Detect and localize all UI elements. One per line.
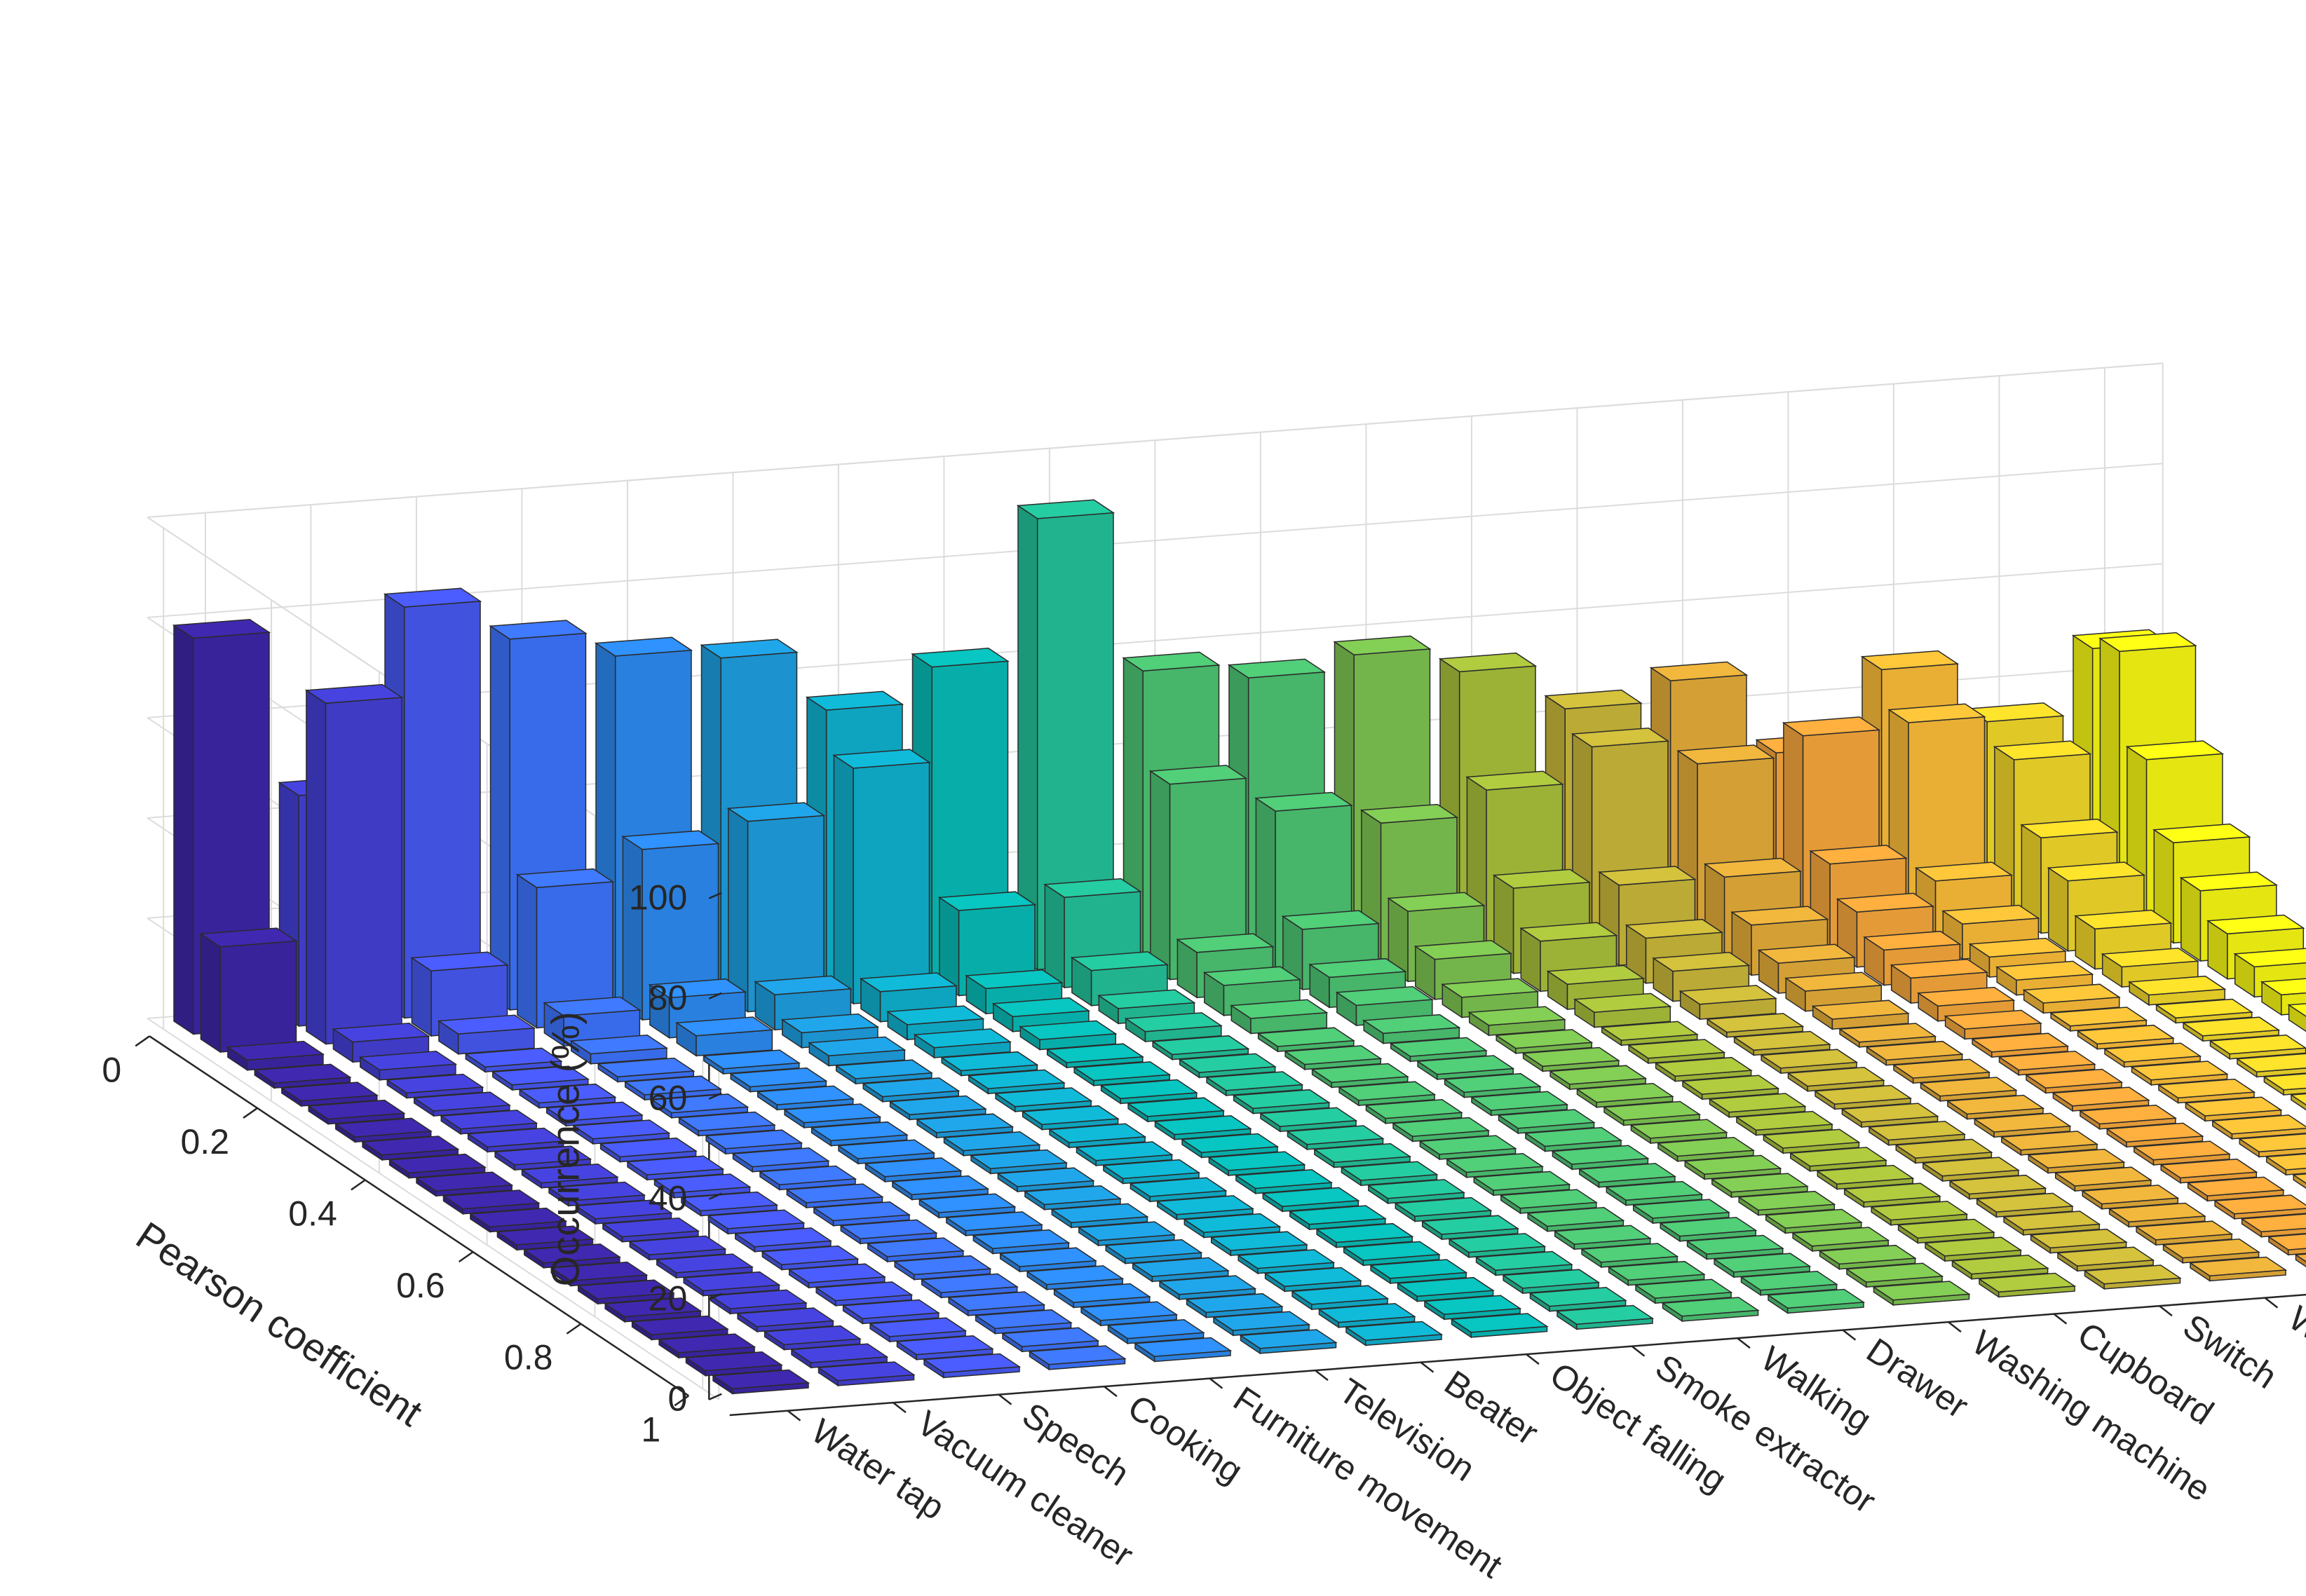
pearson-tick-mark xyxy=(351,1180,365,1190)
z-tick-label: 100 xyxy=(629,878,687,918)
category-tick-label: Cooking xyxy=(1121,1387,1250,1491)
bar xyxy=(1575,993,1670,1027)
pearson-tick-mark xyxy=(459,1252,473,1262)
category-tick-mark xyxy=(2159,1306,2172,1316)
bar-side-face xyxy=(2181,878,2201,961)
pearson-tick-label: 1 xyxy=(641,1410,660,1449)
bar xyxy=(834,749,929,1004)
z-tick-label: 80 xyxy=(649,978,688,1018)
category-tick-mark xyxy=(2265,1298,2277,1308)
bar-side-face xyxy=(728,808,748,1011)
bar-front-face xyxy=(220,941,296,1052)
bar-front-face xyxy=(853,763,929,1004)
bar xyxy=(677,1017,772,1056)
bar-side-face xyxy=(174,625,194,1034)
category-tick-mark xyxy=(1843,1330,1855,1340)
category-tick-mark xyxy=(2054,1314,2066,1324)
pearson-tick-label: 0.4 xyxy=(288,1194,337,1234)
bar xyxy=(201,928,296,1052)
bar-side-face xyxy=(201,934,220,1052)
category-tick-label: Window xyxy=(2281,1298,2306,1400)
pearson-axis-label: Pearson coefficient xyxy=(128,1213,430,1435)
bar xyxy=(439,1015,534,1053)
bar xyxy=(306,685,402,1044)
category-tick-mark xyxy=(893,1403,906,1412)
bar xyxy=(1231,1000,1327,1033)
bar-side-face xyxy=(517,875,537,1028)
z-tick-label: 40 xyxy=(649,1179,688,1218)
category-tick-mark xyxy=(1420,1363,1433,1372)
z-tick-label: 60 xyxy=(649,1079,688,1118)
bar-side-face xyxy=(623,837,642,1021)
category-tick-mark xyxy=(1948,1322,1961,1332)
category-tick-mark xyxy=(1315,1370,1328,1380)
category-tick-mark xyxy=(1104,1386,1117,1396)
pearson-tick-mark xyxy=(567,1324,581,1334)
bar-side-face xyxy=(412,958,431,1036)
pearson-tick-mark xyxy=(243,1108,257,1118)
category-tick-mark xyxy=(1526,1354,1539,1364)
category-tick-mark xyxy=(787,1411,800,1421)
z-tick-label: 20 xyxy=(649,1279,688,1318)
bar-front-face xyxy=(326,697,402,1044)
category-tick-label: Drawer xyxy=(1859,1330,1975,1426)
pearson-tick-mark xyxy=(135,1036,149,1046)
bar-side-face xyxy=(306,690,326,1044)
pearson-tick-label: 0.8 xyxy=(504,1338,553,1377)
bar xyxy=(1681,985,1776,1019)
bar-side-face xyxy=(491,626,510,1010)
pearson-tick-label: 0.6 xyxy=(396,1266,445,1305)
bar-side-face xyxy=(1045,885,1064,988)
category-tick-mark xyxy=(1737,1338,1750,1348)
category-tick-mark xyxy=(998,1395,1011,1405)
pearson-tick-label: 0 xyxy=(102,1050,121,1089)
bar-side-face xyxy=(1151,771,1170,979)
category-tick-mark xyxy=(1632,1346,1644,1356)
pearson-tick-label: 0.2 xyxy=(181,1122,230,1161)
z-axis-label: Occurrence (%) xyxy=(543,1011,587,1286)
category-tick-mark xyxy=(1209,1379,1222,1389)
bar-side-face xyxy=(834,756,853,1004)
bar-side-face xyxy=(2049,868,2068,951)
